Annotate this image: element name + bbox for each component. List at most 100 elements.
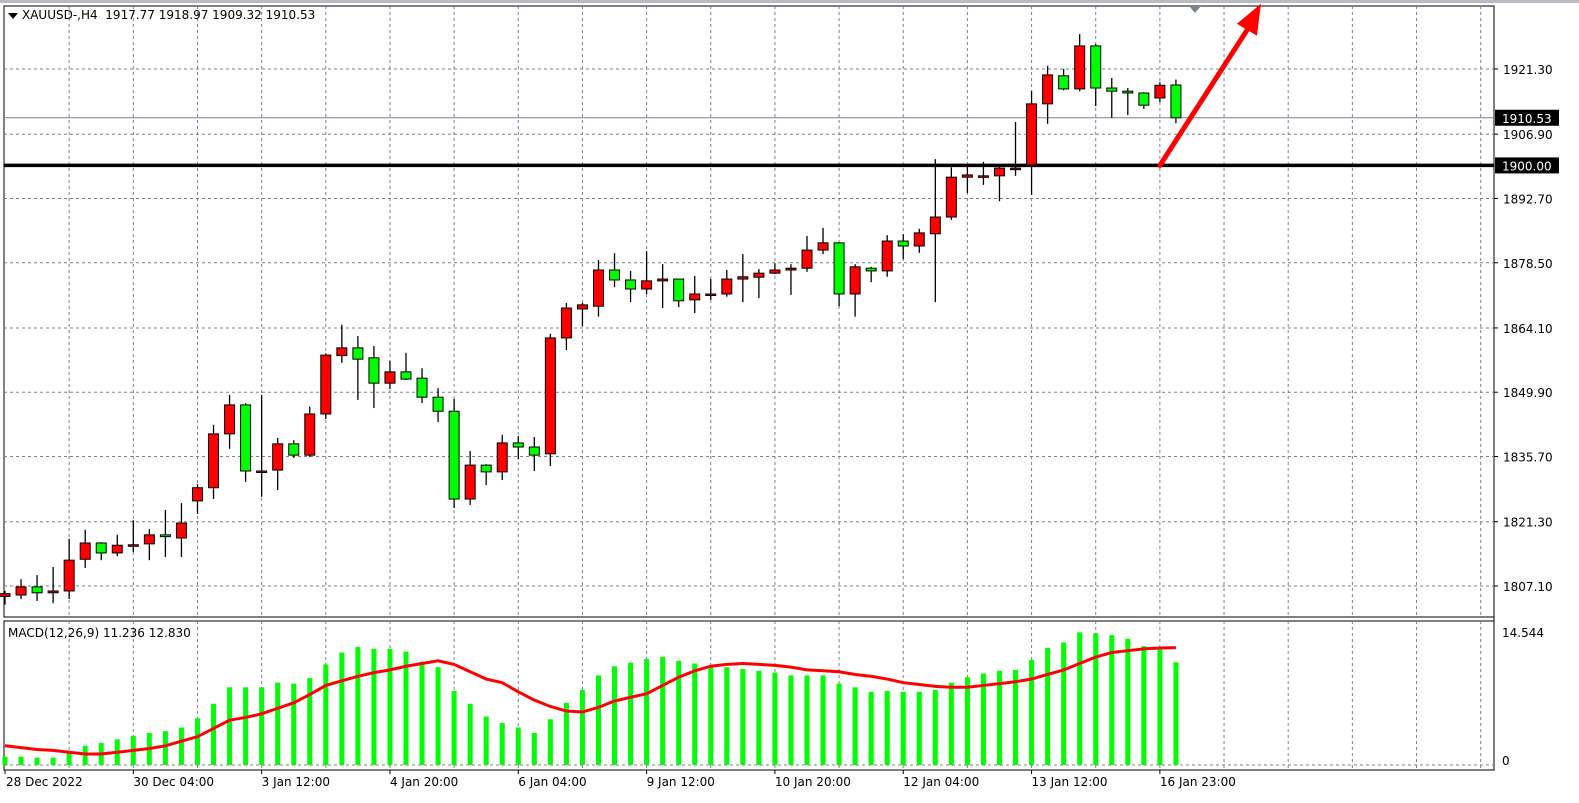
candle-down [673,278,685,302]
macd-histogram-bar [692,663,698,765]
macd-histogram-bar [1093,633,1099,765]
candle-up [945,176,957,218]
macd-histogram-bar [18,756,24,765]
macd-axis-label: 0 [1502,754,1510,768]
macd-histogram-bar [996,670,1002,765]
candle-down [432,396,444,412]
macd-histogram-bar [595,675,601,765]
candle-up [224,404,236,435]
candle-up [47,590,59,594]
time-label: 3 Jan 12:00 [262,775,330,789]
time-label: 9 Jan 12:00 [647,775,715,789]
candle-down [400,371,412,380]
macd-histogram-bar [756,670,762,765]
time-label: 28 Dec 2022 [6,775,83,789]
macd-histogram-bar [868,691,874,765]
candle-down [368,357,380,384]
candle-up [993,167,1005,177]
candle-up [0,593,11,597]
macd-histogram-bar [772,672,778,765]
candle-up [79,542,91,560]
candle-down [1138,92,1150,106]
price-label: 1821.30 [1503,516,1553,530]
candle-up [881,240,893,272]
price-label: 1921.30 [1503,63,1553,77]
candle-up [208,433,220,489]
macd-histogram-bar [644,658,650,765]
macd-histogram-bar [403,651,409,765]
price-label: 1807.10 [1503,580,1553,594]
macd-histogram-bar [740,668,746,765]
candle-down [833,242,845,295]
macd-histogram-bar [1141,646,1147,765]
candle-up [63,559,75,592]
candle-up [111,544,123,554]
candle-up [801,249,813,269]
candle-up [592,269,604,307]
ohlc-readout: 1917.77 1918.97 1909.32 1910.53 [105,8,316,22]
macd-histogram-bar [451,690,457,765]
macd-histogram-bar [964,677,970,765]
macd-histogram-bar [676,660,682,765]
candle-up [384,371,396,384]
macd-histogram-bar [307,678,313,765]
candle-up [641,280,653,290]
macd-histogram-bar [724,667,730,765]
candle-down [240,404,252,472]
candle-up [320,354,332,415]
time-label: 30 Dec 04:00 [133,775,214,789]
candle-down [416,377,428,398]
candle-down [95,542,107,554]
macd-histogram-bar [499,722,505,765]
candle-up [929,216,941,235]
candle-up [1026,103,1038,166]
candle-up [127,544,139,547]
candle-up [977,175,989,178]
macd-histogram-bar [788,675,794,765]
candle-up [769,269,781,274]
arrow-annotation-head-icon[interactable] [1236,3,1261,36]
macd-histogram-bar [579,690,585,765]
candle-up [753,272,765,278]
price-label: 1878.50 [1503,257,1553,271]
macd-histogram-bar [1013,669,1019,765]
macd-histogram-bar [483,716,489,765]
macd-axis-label: 14.544 [1502,626,1544,640]
macd-histogram-bar [948,682,954,765]
candle-up [560,307,572,339]
candle-up [256,470,268,473]
candle-up [496,442,508,473]
macd-histogram-bar [1029,659,1035,765]
macd-histogram-bar [612,666,618,765]
candle-up [272,443,284,471]
candle-up [191,487,203,502]
macd-histogram-bar [34,757,40,765]
macd-histogram-bar [162,731,168,765]
macd-histogram-bar [2,756,8,765]
main-panel [3,5,1495,618]
price-highlight-label: 1910.53 [1502,112,1552,126]
macd-histogram-bar [1109,635,1115,765]
macd-histogram-bar [50,757,56,765]
time-label: 13 Jan 12:00 [1032,775,1108,789]
macd-histogram-bar [660,657,666,765]
macd-histogram-bar [628,662,634,765]
macd-histogram-bar [1077,632,1083,765]
time-label: 6 Jan 04:00 [518,775,586,789]
candle-up [1154,84,1166,99]
candle-down [448,410,460,500]
macd-histogram-bar [884,690,890,765]
macd-histogram-bar [275,682,281,765]
candle-up [657,278,669,282]
candle-up [705,293,717,296]
candle-up [1010,167,1022,171]
macd-histogram-bar [259,687,265,765]
shift-marker-triangle-icon[interactable] [1189,6,1201,13]
time-label: 12 Jan 04:00 [903,775,979,789]
macd-histogram-bar [820,675,826,765]
arrow-annotation-shaft[interactable] [1157,15,1258,168]
collapse-triangle-icon[interactable] [8,13,18,19]
macd-histogram-bar [1045,647,1051,765]
